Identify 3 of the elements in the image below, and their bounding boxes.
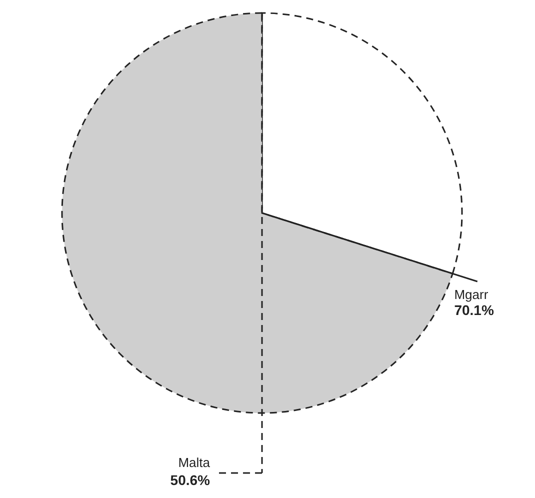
text: Malta 50.6% [170,455,211,488]
slice-label: Mgarr [454,287,489,302]
data-label: 70.1% [454,302,494,318]
